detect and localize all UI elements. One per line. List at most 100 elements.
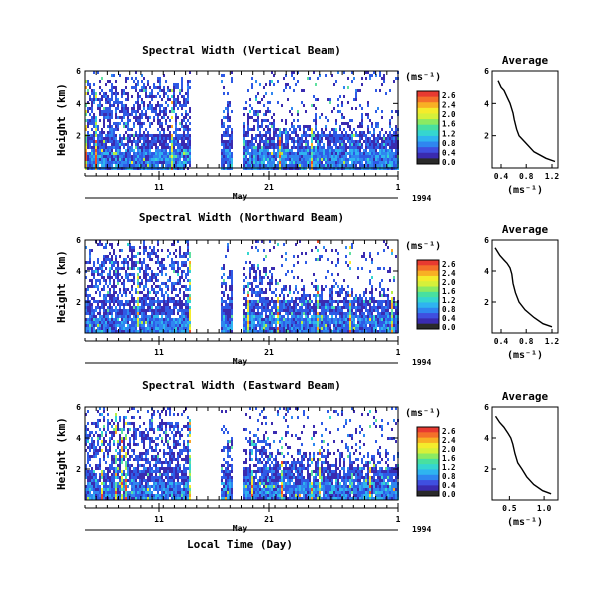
heatmap-cell xyxy=(163,149,165,152)
heatmap-cell xyxy=(143,89,145,92)
heatmap-cell xyxy=(305,161,307,164)
heatmap-cell xyxy=(107,101,109,104)
heatmap-cell xyxy=(331,321,333,324)
heatmap-cell xyxy=(153,155,155,158)
heatmap-cell xyxy=(115,95,117,98)
heatmap-cell xyxy=(353,134,355,137)
heatmap-cell xyxy=(115,270,117,273)
heatmap-cell xyxy=(183,294,185,297)
heatmap-cell xyxy=(243,125,245,128)
heatmap-cell xyxy=(329,291,331,294)
heatmap-cell xyxy=(331,249,333,252)
heatmap-cell xyxy=(121,137,123,140)
heatmap-cell xyxy=(299,318,301,321)
profile-title: Average xyxy=(502,54,549,67)
heatmap-cell xyxy=(323,143,325,146)
heatmap-cell xyxy=(263,95,265,98)
heatmap-cell xyxy=(289,312,291,315)
heatmap-cell xyxy=(161,249,163,252)
heatmap-cell xyxy=(123,158,125,161)
heatmap-cell xyxy=(91,431,93,434)
heatmap-cell xyxy=(321,297,323,300)
heatmap-cell xyxy=(163,282,165,285)
heatmap-cell xyxy=(337,294,339,297)
heatmap-cell xyxy=(339,161,341,164)
heatmap-cell xyxy=(145,161,147,164)
heatmap-cell xyxy=(125,273,127,276)
heatmap-cell xyxy=(315,285,317,288)
heatmap-cell xyxy=(393,158,395,161)
heatmap-cell xyxy=(121,294,123,297)
heatmap-cell xyxy=(131,134,133,137)
heatmap-cell xyxy=(251,146,253,149)
heatmap-cell xyxy=(101,158,103,161)
heatmap-cell xyxy=(299,143,301,146)
heatmap-cell xyxy=(225,288,227,291)
heatmap-cell xyxy=(107,80,109,83)
heatmap-cell xyxy=(163,137,165,140)
heatmap-cell xyxy=(277,312,279,315)
heatmap-cell xyxy=(177,318,179,321)
heatmap-cell xyxy=(309,300,311,303)
heatmap-cell xyxy=(91,437,93,440)
heatmap-cell xyxy=(107,107,109,110)
heatmap-cell xyxy=(261,318,263,321)
heatmap-cell xyxy=(253,158,255,161)
heatmap-cell xyxy=(285,273,287,276)
heatmap-cell xyxy=(347,330,349,333)
heatmap-cell xyxy=(91,443,93,446)
heatmap-cell xyxy=(167,104,169,107)
heatmap-cell xyxy=(357,155,359,158)
heatmap-cell xyxy=(97,330,99,333)
heatmap-cell xyxy=(301,89,303,92)
heatmap-cell xyxy=(173,137,175,140)
heatmap-cell xyxy=(285,312,287,315)
heatmap-cell xyxy=(149,267,151,270)
heatmap-cell xyxy=(155,95,157,98)
heatmap-cell xyxy=(129,140,131,143)
heatmap-cell xyxy=(95,140,97,143)
heatmap-cell xyxy=(367,303,369,306)
heatmap-cell xyxy=(323,327,325,330)
heatmap-cell xyxy=(319,306,321,309)
heatmap-cell xyxy=(297,149,299,152)
heatmap-cell xyxy=(251,291,253,294)
heatmap-cell xyxy=(101,98,103,101)
heatmap-cell xyxy=(325,137,327,140)
heatmap-cell xyxy=(263,143,265,146)
heatmap-cell xyxy=(251,330,253,333)
heatmap-cell xyxy=(389,324,391,327)
heatmap-cell xyxy=(313,321,315,324)
heatmap-cell xyxy=(91,479,93,482)
heatmap-cell xyxy=(263,113,265,116)
heatmap-cell xyxy=(187,140,189,143)
heatmap-cell xyxy=(231,309,233,312)
heatmap-cell xyxy=(327,315,329,318)
colorbar-swatch xyxy=(417,318,439,325)
heatmap-cell xyxy=(159,89,161,92)
heatmap-cell xyxy=(299,309,301,312)
heatmap-cell xyxy=(387,312,389,315)
heatmap-cell xyxy=(153,312,155,315)
heatmap-cell xyxy=(291,321,293,324)
heatmap-cell xyxy=(175,321,177,324)
heatmap-cell xyxy=(111,243,113,246)
heatmap-cell xyxy=(269,152,271,155)
heatmap-cell xyxy=(261,240,263,243)
heatmap-cell xyxy=(165,315,167,318)
heatmap-cell xyxy=(137,83,139,86)
heatmap-cell xyxy=(255,270,257,273)
heatmap-cell xyxy=(149,152,151,155)
heatmap-cell xyxy=(301,306,303,309)
heatmap-cell xyxy=(317,291,319,294)
heatmap-cell xyxy=(111,306,113,309)
heatmap-cell xyxy=(369,164,371,167)
heatmap-cell xyxy=(153,330,155,333)
heatmap-cell xyxy=(333,321,335,324)
heatmap-cell xyxy=(145,309,147,312)
heatmap-cell xyxy=(265,318,267,321)
heatmap-cell xyxy=(115,291,117,294)
heatmap-cell xyxy=(89,434,91,437)
heatmap-cell xyxy=(111,312,113,315)
heatmap-cell xyxy=(309,125,311,128)
